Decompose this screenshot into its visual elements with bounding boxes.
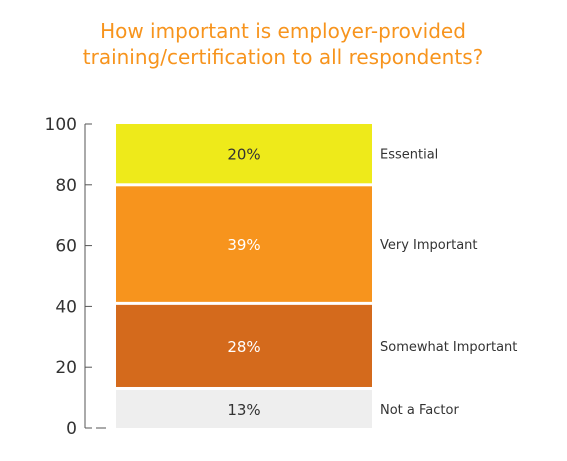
legend: Not a Factor Somewhat Important Very Impor… — [380, 148, 517, 418]
legend-label-very-important: Very Important — [380, 238, 478, 253]
legend-label-not-a-factor: Not a Factor — [380, 403, 459, 418]
bar-segment-very-important — [116, 186, 372, 302]
chart-title-line-1: How important is employer-provided — [100, 19, 466, 43]
data-label-not-a-factor: 13% — [227, 401, 260, 419]
y-tick-label: 40 — [55, 297, 77, 317]
data-label-essential: 20% — [227, 146, 260, 164]
chart-title: How important is employer-provided train… — [83, 19, 484, 69]
bar-segment-somewhat-important — [116, 304, 372, 387]
bar-segment-essential — [116, 124, 372, 184]
bar-segments: 13% 28% 39% 20% — [116, 124, 372, 428]
y-tick-label: 20 — [55, 358, 77, 378]
y-tick-label: 100 — [45, 115, 77, 135]
bar-segment-not-a-factor — [116, 389, 372, 428]
y-tick-label: 80 — [55, 176, 77, 196]
y-tick-label: 0 — [66, 419, 77, 439]
legend-label-essential: Essential — [380, 148, 438, 163]
chart-title-line-2: training/certification to all respondent… — [83, 45, 484, 69]
y-axis: 0 20 40 60 80 100 — [45, 115, 106, 439]
data-label-somewhat-important: 28% — [227, 338, 260, 356]
data-label-very-important: 39% — [227, 236, 260, 254]
y-tick-label: 60 — [55, 237, 77, 257]
legend-label-somewhat-important: Somewhat Important — [380, 340, 517, 355]
